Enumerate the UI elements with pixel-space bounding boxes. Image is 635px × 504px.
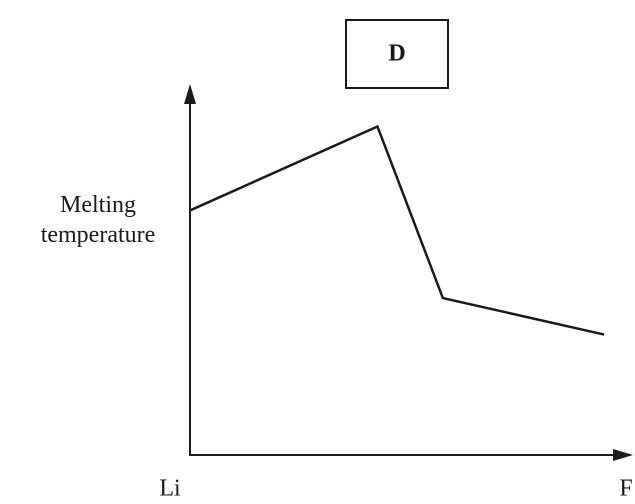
x-tick-label: Li bbox=[159, 476, 181, 502]
y-axis-label: Melting temperature bbox=[40, 192, 156, 248]
x-tick-label: F bbox=[619, 476, 632, 502]
title-box bbox=[345, 19, 449, 89]
line bbox=[189, 124, 605, 336]
y-arrow bbox=[184, 84, 196, 104]
chart-title: D bbox=[388, 41, 405, 67]
x-arrow bbox=[613, 449, 633, 461]
